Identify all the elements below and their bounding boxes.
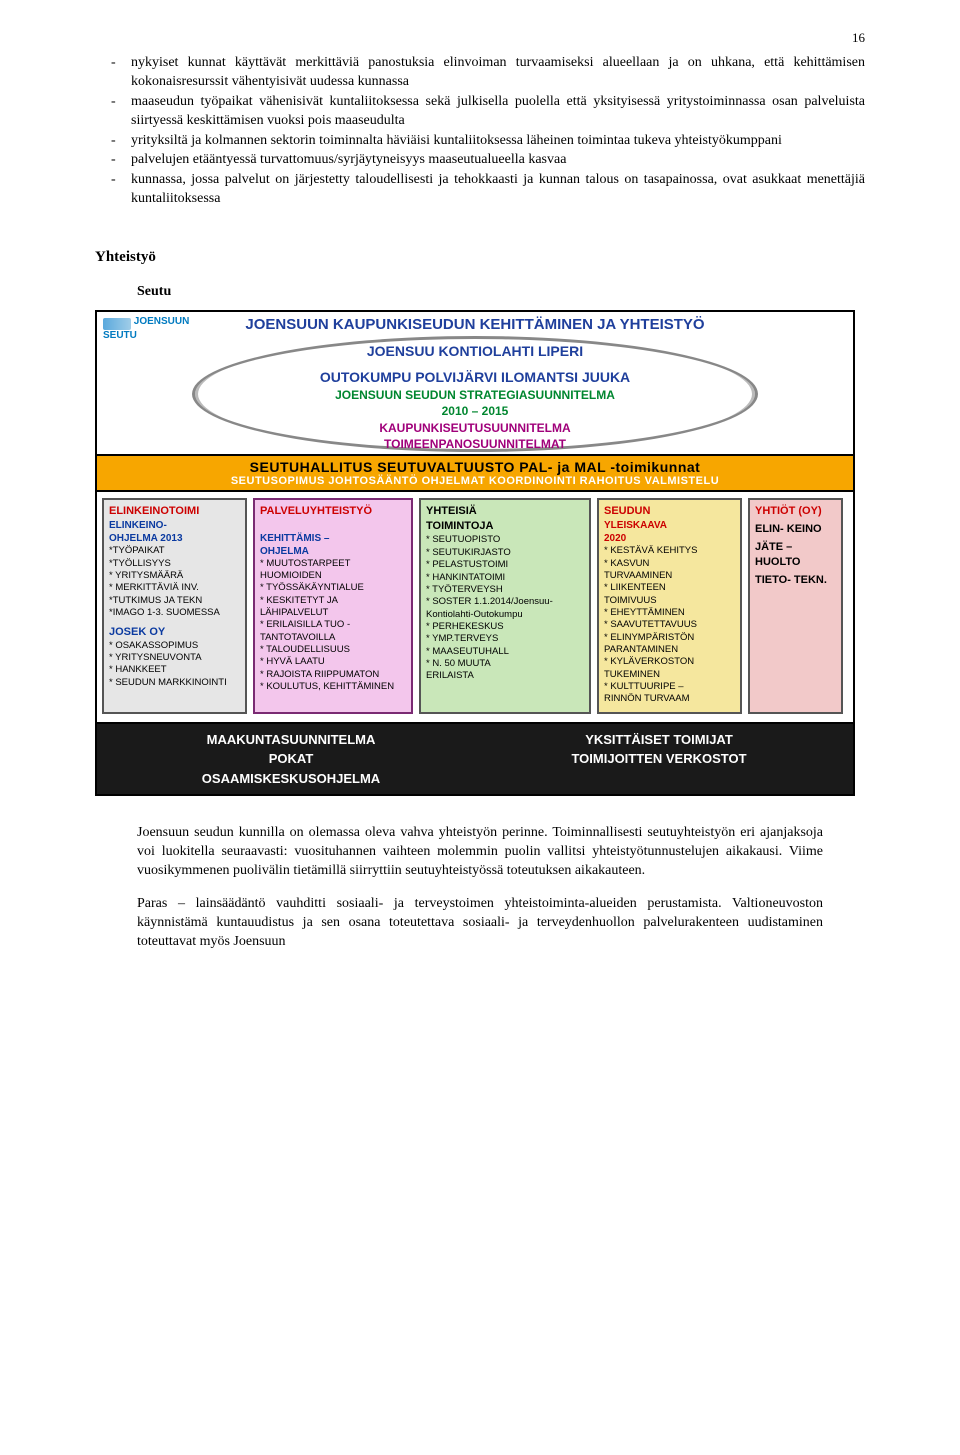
bullet-list: nykyiset kunnat käyttävät merkittäviä pa… bbox=[95, 54, 865, 209]
bottom-bar: MAAKUNTASUUNNITELMA POKAT OSAAMISKESKUSO… bbox=[97, 722, 853, 795]
col4-header: SEUDUN bbox=[604, 504, 735, 518]
bottom-right-line2: TOIMIJOITTEN VERKOSTOT bbox=[571, 751, 746, 766]
column-elinkeinotoimi: ELINKEINOTOIMI ELINKEINO- OHJELMA 2013 *… bbox=[102, 498, 247, 714]
col1-josek-header: JOSEK OY bbox=[109, 625, 240, 639]
col5-block2: JÄTE – HUOLTO bbox=[755, 540, 836, 569]
municipalities-row1: JOENSUU KONTIOLAHTI LIPERI bbox=[97, 335, 853, 361]
col1-josek-text: * OSAKASSOPIMUS * YRITYSNEUVONTA * HANKK… bbox=[109, 640, 240, 689]
diagram-title: JOENSUUN KAUPUNKISEUDUN KEHITTÄMINEN JA … bbox=[97, 312, 853, 333]
col2-header: PALVELUYHTEISTYÖ bbox=[260, 504, 406, 518]
governance-row2: SEUTUSOPIMUS JOHTOSÄÄNTÖ OHJELMAT KOORDI… bbox=[97, 475, 853, 487]
plan-line1: KAUPUNKISEUTUSUUNNITELMA bbox=[379, 421, 570, 435]
bottom-left: MAAKUNTASUUNNITELMA POKAT OSAAMISKESKUSO… bbox=[107, 730, 475, 789]
columns-row: ELINKEINOTOIMI ELINKEINO- OHJELMA 2013 *… bbox=[97, 492, 853, 722]
col1-text: *TYÖPAIKAT *TYÖLLISYYS * YRITYSMÄÄRÄ * M… bbox=[109, 545, 240, 619]
strategy-line1: JOENSUUN SEUDUN STRATEGIASUUNNITELMA bbox=[335, 388, 615, 402]
col1-subheader: ELINKEINO- OHJELMA 2013 bbox=[109, 519, 240, 545]
list-item: kunnassa, jossa palvelut on järjestetty … bbox=[95, 171, 865, 209]
list-item: maaseudun työpaikat vähenisivät kuntalii… bbox=[95, 93, 865, 131]
list-item: palvelujen etääntyessä turvattomuus/syrj… bbox=[95, 151, 865, 170]
col3-header1: YHTEISIÄ bbox=[426, 504, 584, 518]
paragraph-2: Paras – lainsäädäntö vauhditti sosiaali-… bbox=[137, 895, 823, 952]
plan-line2: TOIMEENPANOSUUNNITELMAT bbox=[384, 437, 566, 451]
list-item: yrityksiltä ja kolmannen sektorin toimin… bbox=[95, 132, 865, 151]
col1-header: ELINKEINOTOIMI bbox=[109, 504, 240, 518]
col3-header2: TOIMINTOJA bbox=[426, 519, 584, 533]
paragraph-1: Joensuun seudun kunnilla on olemassa ole… bbox=[137, 824, 823, 881]
col5-block1: ELIN- KEINO bbox=[755, 522, 836, 536]
logo-icon bbox=[103, 318, 131, 330]
logo-text-1: JOENSUUN bbox=[134, 316, 190, 327]
bottom-left-line2: POKAT bbox=[269, 751, 314, 766]
bottom-left-line3: OSAAMISKESKUSOHJELMA bbox=[202, 771, 380, 786]
column-seudun-yleiskaava: SEUDUN YLEISKAAVA 2020 * KESTÄVÄ KEHITYS… bbox=[597, 498, 742, 714]
column-yhteisia: YHTEISIÄ TOIMINTOJA * SEUTUOPISTO * SEUT… bbox=[419, 498, 591, 714]
bottom-left-line1: MAAKUNTASUUNNITELMA bbox=[207, 732, 376, 747]
column-palveluyhteistyo: PALVELUYHTEISTYÖ KEHITTÄMIS – OHJELMA * … bbox=[253, 498, 413, 714]
development-diagram: JOENSUUN SEUTU JOENSUUN KAUPUNKISEUDUN K… bbox=[95, 310, 855, 796]
col4-subheader: YLEISKAAVA 2020 bbox=[604, 519, 735, 545]
page-number: 16 bbox=[95, 30, 865, 46]
col3-text: * SEUTUOPISTO * SEUTUKIRJASTO * PELASTUS… bbox=[426, 534, 584, 682]
section-heading: Yhteistyö bbox=[95, 249, 865, 266]
bottom-right: YKSITTÄISET TOIMIJAT TOIMIJOITTEN VERKOS… bbox=[475, 730, 843, 789]
col2-subheader: KEHITTÄMIS – OHJELMA bbox=[260, 532, 406, 558]
list-item: nykyiset kunnat käyttävät merkittäviä pa… bbox=[95, 54, 865, 92]
col2-text: * MUUTOSTARPEET HUOMIOIDEN * TYÖSSÄKÄYNT… bbox=[260, 558, 406, 694]
strategy-line2: 2010 – 2015 bbox=[442, 404, 509, 418]
bottom-right-line1: YKSITTÄISET TOIMIJAT bbox=[585, 732, 733, 747]
governance-bar: SEUTUHALLITUS SEUTUVALTUUSTO PAL- ja MAL… bbox=[97, 454, 853, 492]
column-yhtiot: YHTIÖT (OY) ELIN- KEINO JÄTE – HUOLTO TI… bbox=[748, 498, 843, 714]
col4-text: * KESTÄVÄ KEHITYS * KASVUN TURVAAMINEN *… bbox=[604, 545, 735, 705]
subsection-heading: Seutu bbox=[137, 284, 865, 300]
col5-block3: TIETO- TEKN. bbox=[755, 573, 836, 587]
governance-row1: SEUTUHALLITUS SEUTUVALTUUSTO PAL- ja MAL… bbox=[97, 459, 853, 475]
col5-header: YHTIÖT (OY) bbox=[755, 504, 836, 518]
municipalities-row2: OUTOKUMPU POLVIJÄRVI ILOMANTSI JUUKA bbox=[97, 361, 853, 387]
ellipse-region: JOENSUU KONTIOLAHTI LIPERI OUTOKUMPU POL… bbox=[97, 333, 853, 454]
